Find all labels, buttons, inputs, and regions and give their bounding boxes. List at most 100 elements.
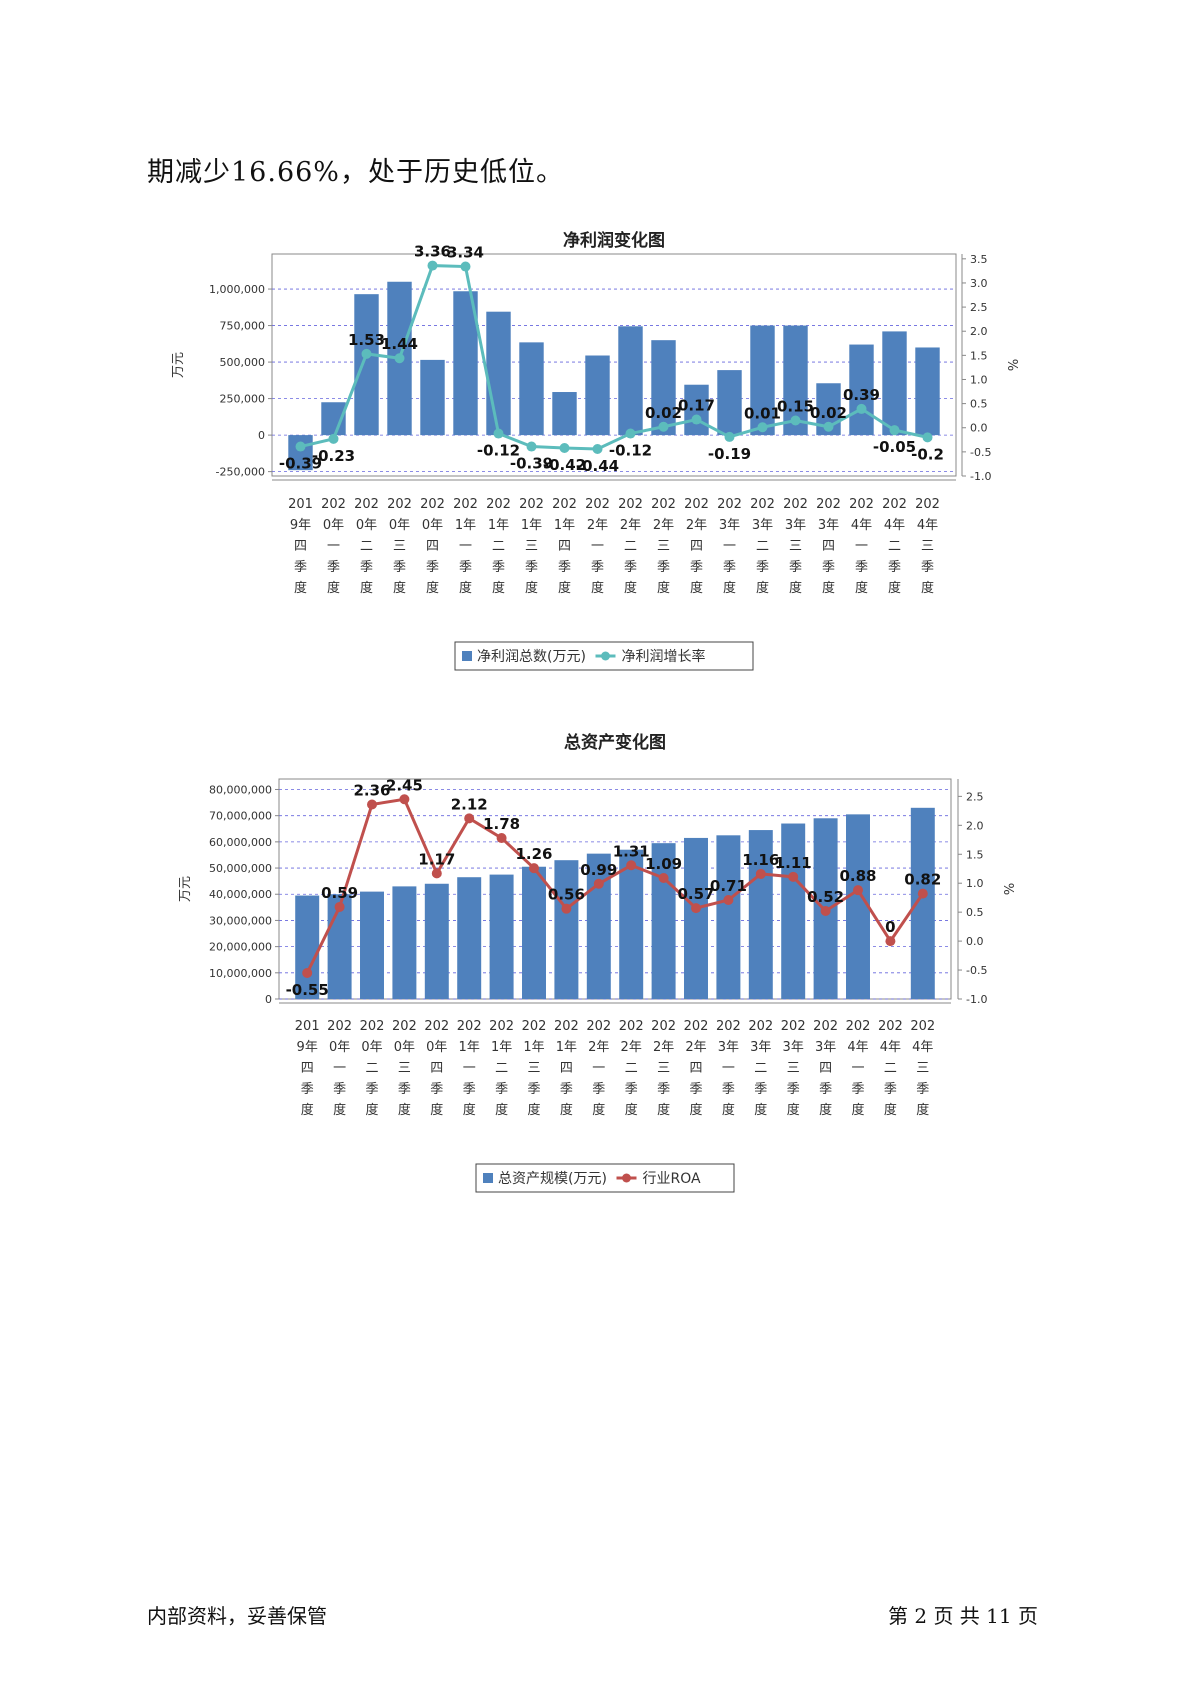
chart-title: 总资产变化图 [564,732,666,753]
line-point [823,421,834,432]
x-tick-label: 二 [756,539,769,554]
x-tick-label: 季 [430,1082,443,1097]
x-tick-label: 度 [393,580,406,596]
data-label: 0.99 [580,861,617,879]
x-tick-label: 0年 [394,1040,415,1055]
line-point [658,421,669,432]
data-label: -0.55 [286,981,329,999]
line-point [788,871,799,882]
legend: 净利润总数(万元) 净利润增长率 [454,641,754,671]
x-tick-label: 202 [882,497,907,512]
x-tick-label: 度 [525,580,538,596]
x-tick-label: 202 [327,1019,352,1034]
x-tick-label: 季 [525,560,538,575]
y2-tick-label: 3.0 [970,277,988,290]
x-tick-label: 3年 [750,1040,771,1055]
bar [910,807,935,999]
line-point [496,833,507,844]
x-tick-label: 三 [398,1061,411,1076]
x-tick-label: 202 [878,1019,903,1034]
x-tick-label: 4年 [847,1040,868,1055]
data-label: 2.36 [353,781,390,799]
x-tick-label: 度 [657,1102,670,1118]
data-label: 1.09 [645,855,682,873]
y2-tick-label: 0.0 [970,422,988,435]
y2-tick-label: 0.5 [966,906,984,919]
x-tick-label: 季 [723,560,736,575]
line-point [757,422,768,433]
legend-line-marker [622,1173,631,1183]
legend-box [475,1163,735,1193]
bar [846,814,870,999]
x-tick-label: 4年 [917,518,938,533]
x-tick-label: 季 [558,560,571,575]
bar [420,359,445,436]
y2-tick-label: -0.5 [966,964,987,977]
x-tick-label: 季 [657,560,670,575]
x-tick-label: 202 [716,1019,741,1034]
line-point [561,903,572,914]
y2-tick-label: 2.5 [970,301,988,314]
line-point [592,443,603,454]
x-tick-label: 四 [822,539,835,554]
line-point [593,878,604,889]
x-tick-label: 季 [624,560,637,575]
x-tick-label: 季 [459,560,472,575]
legend-line-label: 净利润增长率 [622,648,706,665]
data-label: 1.44 [381,335,418,353]
x-tick-label: 度 [459,580,472,596]
bar [750,325,775,436]
x-tick-label: 季 [527,1082,540,1097]
data-label: 0 [885,918,895,936]
x-tick-label: 三 [921,539,934,554]
line-point [367,799,377,810]
y2-tick-label: 2.0 [966,819,984,832]
x-tick-label: 202 [816,497,841,512]
x-tick-label: 季 [333,1082,346,1097]
x-tick-label: 季 [495,1082,508,1097]
x-tick-label: 3年 [783,1040,804,1055]
x-tick-label: 季 [657,1082,670,1097]
x-tick-label: 202 [420,497,445,512]
x-tick-label: 1年 [459,1040,480,1055]
x-tick-label: 季 [625,1082,638,1097]
x-tick-label: 202 [522,1019,547,1034]
x-tick-label: 3年 [815,1040,836,1055]
data-label: 0.71 [710,877,747,895]
x-tick-label: 度 [360,580,373,596]
x-tick-label: 9年 [297,1040,318,1055]
y-tick-label: 1,000,000 [209,283,265,296]
line-point [755,868,766,879]
legend-bar-swatch [483,1173,493,1183]
x-tick-label: 0年 [422,518,443,533]
footer-page-number: 第 2 页 共 11 页 [888,1604,1038,1628]
x-tick-label: 度 [398,1102,411,1118]
bar [684,384,709,436]
x-tick-label: 季 [851,1082,864,1097]
x-tick-label: 度 [558,580,571,596]
x-tick-label: 度 [495,1102,508,1118]
x-tick-label: 202 [457,1019,482,1034]
data-label: 0.02 [810,404,847,422]
line-point [724,431,735,442]
line-point [625,428,636,439]
x-tick-label: 202 [360,1019,385,1034]
y-tick-label: 40,000,000 [209,888,272,901]
data-label: -0.42 [543,456,586,474]
x-tick-label: 202 [554,1019,579,1034]
x-tick-label: 度 [426,580,439,596]
y-tick-label: -250,000 [216,466,265,479]
x-tick-label: 度 [822,580,835,596]
y2-tick-label: 0.5 [970,398,988,411]
x-tick-label: 4年 [880,1040,901,1055]
data-label: -0.12 [477,442,520,460]
x-tick-label: 202 [651,1019,676,1034]
line-point [626,860,637,871]
line-point [790,415,801,426]
x-tick-label: 三 [657,1061,670,1076]
x-tick-label: 202 [813,1019,838,1034]
data-label: 0.59 [321,884,358,902]
x-tick-label: 2年 [620,518,641,533]
x-tick-label: 202 [585,497,610,512]
x-tick-label: 2年 [653,518,674,533]
